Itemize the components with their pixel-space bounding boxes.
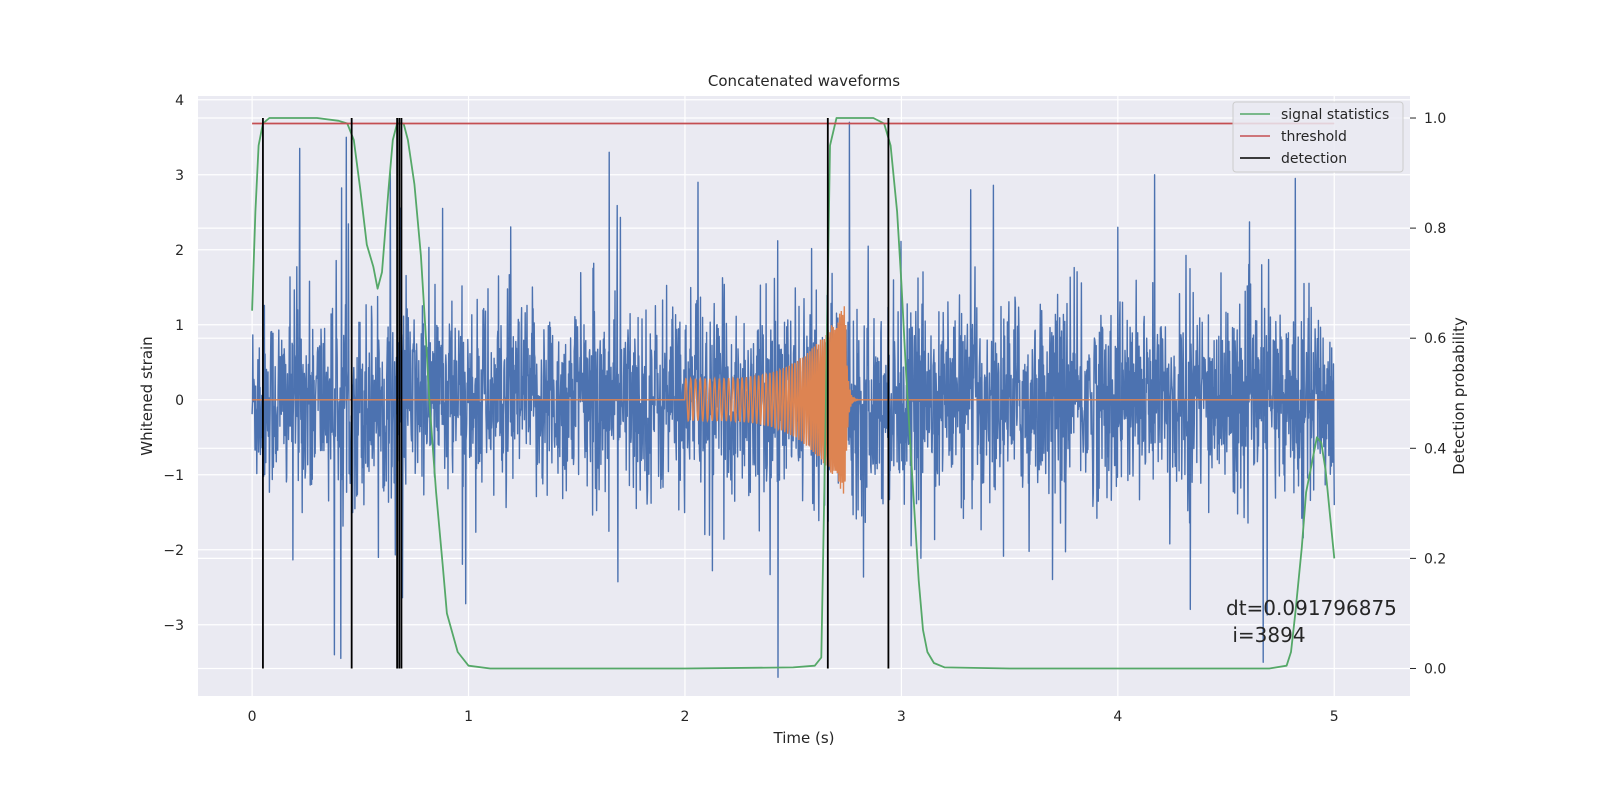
y-right-tick-label: 0.6: [1424, 331, 1446, 347]
chart-title: Concatenated waveforms: [708, 72, 900, 90]
y-right-tick-label: 1.0: [1424, 111, 1446, 127]
legend-label-threshold: threshold: [1281, 129, 1347, 145]
x-tick-label: 3: [897, 709, 906, 725]
y-tick-label: 3: [175, 168, 184, 184]
series-4: [262, 118, 890, 669]
y-right-tick-label: 0.8: [1424, 221, 1446, 237]
y-right-tick-label: 0.4: [1424, 441, 1446, 457]
legend-label-detection: detection: [1281, 151, 1347, 167]
annotation: dt=0.091796875 i=3894: [1226, 596, 1397, 647]
annotation-i: i=3894: [1226, 623, 1306, 647]
y-right-tick-label: 0.0: [1424, 661, 1446, 677]
y-tick-label: 2: [175, 243, 184, 259]
x-tick-label: 5: [1330, 709, 1339, 725]
series-group: [251, 117, 1336, 678]
x-tick-label: 2: [681, 709, 690, 725]
y-right-tick-label: 0.2: [1424, 551, 1446, 567]
template-waveform-line: [252, 306, 1335, 494]
y-axis-right-label: Detection probability: [1450, 317, 1468, 475]
y-tick-label: 4: [175, 93, 184, 109]
legend: signal statistics threshold detection: [1232, 101, 1404, 173]
y-axis-label: Whitened strain: [138, 336, 156, 455]
x-tick-label: 4: [1113, 709, 1122, 725]
whitened-strain-line: [251, 121, 1335, 678]
series-0: [251, 121, 1335, 678]
legend-box: [1232, 101, 1404, 173]
series-2: [251, 117, 1336, 670]
y-tick-label: 1: [175, 318, 184, 334]
legend-label-signal-statistics: signal statistics: [1281, 107, 1389, 123]
y-tick-label: −2: [163, 543, 184, 559]
y-tick-label: −3: [163, 618, 184, 634]
signal-statistics-line: [251, 117, 1336, 670]
y-tick-label: 0: [175, 393, 184, 409]
series-1: [252, 306, 1335, 494]
x-tick-label: 0: [248, 709, 257, 725]
tick-labels: 0 1 2 3 4 5 −3 −2 −1 0 1 2 3 4 0.0 0.2 0.4 0.6 0.8 1.0: [163, 93, 1446, 725]
y-tick-label: −1: [163, 468, 184, 484]
x-axis-label: Time (s): [773, 729, 835, 747]
x-tick-label: 1: [464, 709, 473, 725]
annotation-dt: dt=0.091796875: [1226, 596, 1397, 620]
